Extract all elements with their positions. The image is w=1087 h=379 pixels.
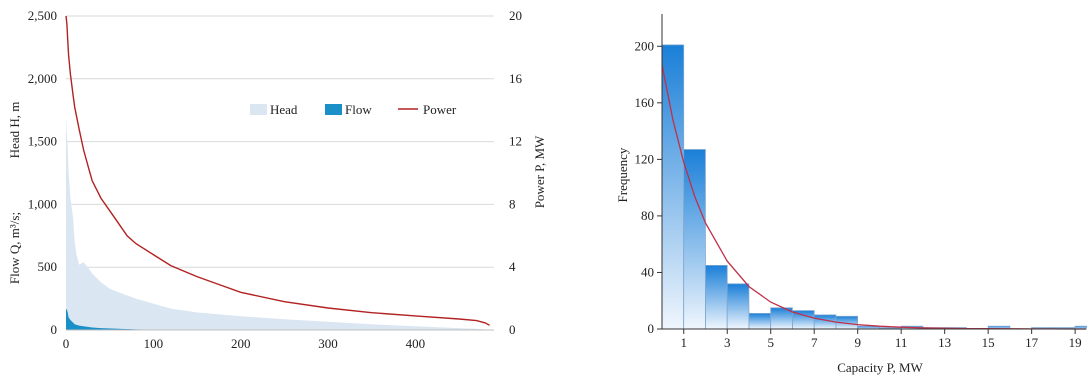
- y-tick-label-right: 12: [509, 134, 522, 149]
- y-tick-label-left: 1,000: [28, 196, 57, 211]
- histogram-bar: [705, 264, 728, 330]
- x-tick-label: 15: [982, 335, 995, 350]
- y-tick-label: 0: [648, 321, 655, 336]
- y-tick-label-right: 8: [509, 196, 516, 211]
- histogram-bar: [661, 44, 685, 330]
- x-tick-label: 0: [63, 336, 70, 351]
- y-axis-label-right: Power P, MW: [532, 135, 547, 208]
- y-tick-label-right: 4: [509, 259, 516, 274]
- x-tick-label: 100: [144, 336, 164, 351]
- x-tick-label: 400: [406, 336, 426, 351]
- series-area-flow: [66, 308, 198, 330]
- x-tick-label: 200: [231, 336, 251, 351]
- histogram-bar: [683, 149, 706, 330]
- y-tick-label-left: 0: [51, 322, 58, 337]
- y-tick-label-right: 16: [509, 71, 523, 86]
- x-tick-label: 19: [1069, 335, 1082, 350]
- y-axis-label-left-bottom: Flow Q, m³/s;: [7, 212, 22, 284]
- y-axis-label: Frequency: [615, 147, 630, 202]
- legend: Head Flow Power: [250, 102, 457, 117]
- histogram-bar: [726, 283, 750, 330]
- x-tick-label: 3: [724, 335, 731, 350]
- legend-label-flow: Flow: [345, 102, 372, 117]
- series-line-power: [65, 15, 490, 326]
- x-tick-label: 7: [811, 335, 818, 350]
- y-tick-label-left: 1,500: [28, 134, 57, 149]
- y-tick-label: 120: [635, 151, 655, 166]
- series-area-head: [66, 116, 490, 330]
- x-tick-label: 1: [680, 335, 687, 350]
- y-tick-label: 200: [635, 38, 655, 53]
- x-tick-label: 9: [854, 335, 861, 350]
- y-tick-label-right: 0: [509, 322, 516, 337]
- y-tick-label-left: 500: [38, 259, 58, 274]
- legend-label-head: Head: [270, 102, 298, 117]
- y-tick-label-left: 2,500: [28, 8, 57, 23]
- x-axis-label: Capacity P, MW: [837, 360, 923, 375]
- legend-swatch-head: [250, 104, 267, 115]
- y-tick-label: 40: [641, 264, 654, 279]
- x-tick-label: 17: [1025, 335, 1039, 350]
- y-axis-label-left-top: Head H, m: [7, 102, 22, 159]
- y-tick-label-right: 20: [509, 8, 522, 23]
- x-tick-label: 5: [767, 335, 774, 350]
- x-tick-label: 300: [318, 336, 338, 351]
- x-tick-label: 11: [895, 335, 908, 350]
- legend-label-power: Power: [423, 102, 457, 117]
- legend-swatch-flow: [325, 104, 342, 115]
- histogram-bar: [748, 312, 772, 330]
- x-tick-label: 13: [938, 335, 951, 350]
- y-tick-label: 160: [635, 95, 655, 110]
- y-tick-label: 80: [641, 208, 654, 223]
- y-tick-label-left: 2,000: [28, 71, 57, 86]
